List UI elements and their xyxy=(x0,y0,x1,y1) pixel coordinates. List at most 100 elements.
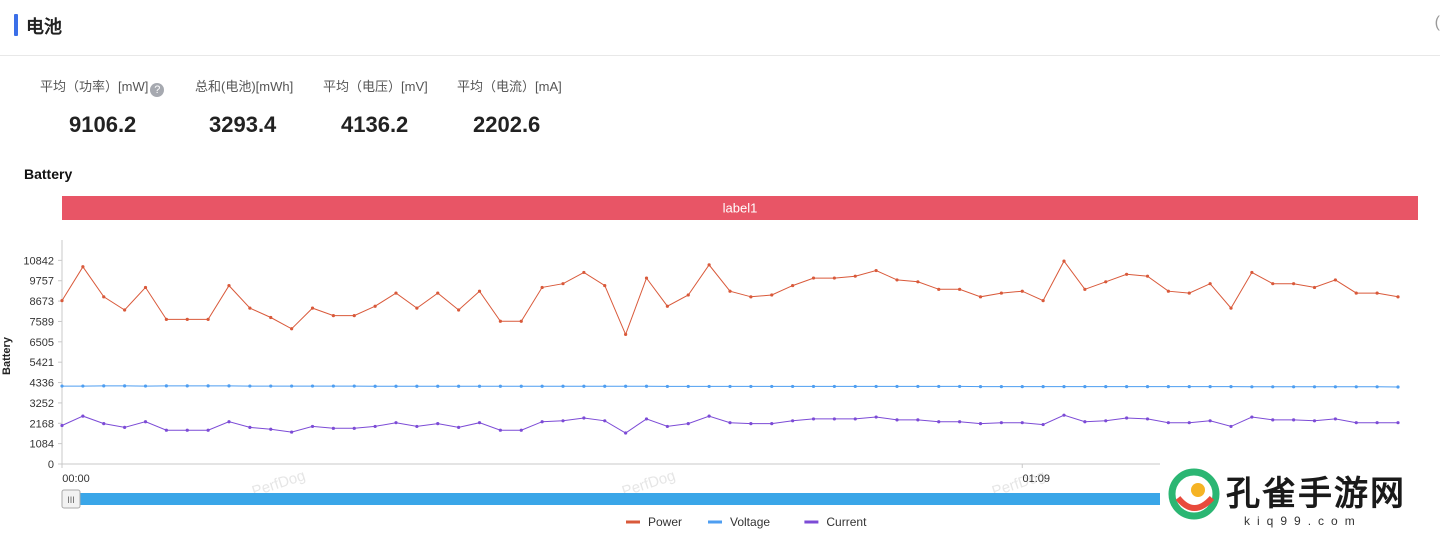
x-tick-label: 00:00 xyxy=(62,473,90,485)
data-point-current xyxy=(1375,421,1379,425)
data-point-voltage xyxy=(1208,385,1212,389)
data-point-current xyxy=(102,422,106,426)
data-point-current xyxy=(665,424,669,429)
data-point-power xyxy=(81,265,85,269)
stat-avg-current: 平均（电流）[mA] 2202.6 xyxy=(457,76,562,137)
data-point-current xyxy=(436,422,440,426)
data-point-voltage xyxy=(707,384,711,389)
data-point-voltage xyxy=(874,384,878,389)
data-point-current xyxy=(227,420,231,424)
data-point-current xyxy=(1145,417,1150,421)
data-point-voltage xyxy=(686,384,690,389)
data-point-voltage xyxy=(394,384,398,388)
legend-item-voltage[interactable]: Voltage xyxy=(730,515,770,529)
x-tick-label: 01:09 xyxy=(1022,473,1050,485)
data-point-voltage xyxy=(624,384,628,388)
data-point-current xyxy=(1354,421,1358,425)
data-point-current xyxy=(248,425,252,429)
data-point-current xyxy=(749,422,753,426)
data-point-voltage xyxy=(1354,385,1358,389)
data-point-voltage xyxy=(1104,385,1108,389)
stat-label: 平均（功率）[mW]? xyxy=(40,79,165,97)
data-point-power xyxy=(143,285,148,290)
data-point-power xyxy=(1104,280,1108,284)
data-point-voltage xyxy=(143,384,148,388)
data-point-power xyxy=(1145,274,1150,278)
data-point-voltage xyxy=(123,384,127,388)
zoom-handle-grip-icon: III xyxy=(67,495,75,505)
data-point-current xyxy=(791,419,795,423)
stat-total-battery: 总和(电池)[mWh] 3293.4 xyxy=(195,76,293,137)
data-point-current xyxy=(1208,419,1212,423)
site-logo: 孔雀手游网 kiq99.com xyxy=(1160,462,1440,536)
data-point-current xyxy=(457,425,461,429)
data-point-power xyxy=(770,293,774,297)
help-icon[interactable]: ? xyxy=(150,83,165,97)
data-point-power xyxy=(665,304,669,308)
data-point-voltage xyxy=(331,384,335,388)
data-point-power xyxy=(1187,291,1191,295)
data-point-power xyxy=(1208,282,1212,286)
data-point-voltage xyxy=(811,384,816,389)
data-point-current xyxy=(770,422,774,426)
data-point-voltage xyxy=(1083,385,1087,389)
data-point-current xyxy=(1250,415,1254,419)
data-point-voltage xyxy=(1292,385,1296,389)
data-point-current xyxy=(1020,421,1024,425)
data-point-power xyxy=(937,287,941,291)
logo-text: 孔雀手游网 xyxy=(1226,474,1406,514)
data-point-power xyxy=(832,276,836,280)
data-point-power xyxy=(1354,291,1358,295)
data-point-voltage xyxy=(206,384,210,388)
y-tick-label: 7589 xyxy=(30,316,54,328)
data-point-current xyxy=(1083,420,1087,424)
data-point-current xyxy=(811,417,816,421)
y-tick-label: 2168 xyxy=(30,418,54,430)
data-point-voltage xyxy=(582,384,586,388)
legend-item-current[interactable]: Current xyxy=(826,515,867,529)
data-point-power xyxy=(310,306,315,310)
data-point-current xyxy=(1229,424,1233,429)
data-point-power xyxy=(707,263,711,267)
collapse-icon[interactable]: ( xyxy=(1434,14,1440,31)
data-point-power xyxy=(394,291,398,295)
data-point-voltage xyxy=(185,384,189,388)
data-point-current xyxy=(1104,419,1108,423)
data-point-power xyxy=(644,276,649,280)
data-point-current xyxy=(1312,419,1317,423)
zoom-slider-handle[interactable] xyxy=(61,489,81,509)
data-point-voltage xyxy=(1041,385,1045,389)
data-point-power xyxy=(561,282,565,286)
data-point-power xyxy=(853,274,857,278)
data-point-current xyxy=(561,419,565,423)
data-point-current xyxy=(603,419,607,423)
stat-value: 9106.2 xyxy=(69,112,137,137)
data-point-current xyxy=(916,418,920,422)
data-point-voltage xyxy=(644,384,649,388)
data-point-voltage xyxy=(665,384,669,389)
data-point-current xyxy=(81,414,85,418)
data-point-current xyxy=(978,422,983,426)
data-point-power xyxy=(1312,285,1317,290)
battery-chart: PerfDogPerfDogPerfDogPerfDogPerfDogPerfD… xyxy=(1,196,1418,529)
zoom-slider-bar[interactable] xyxy=(62,493,1162,505)
data-point-power xyxy=(519,319,523,323)
data-point-voltage xyxy=(1166,385,1170,389)
data-point-current xyxy=(1187,421,1191,425)
data-point-voltage xyxy=(227,384,231,388)
data-point-power xyxy=(269,315,273,320)
data-point-current xyxy=(164,428,168,432)
data-point-power xyxy=(791,283,795,288)
data-point-current xyxy=(853,417,857,421)
stat-value: 3293.4 xyxy=(209,112,277,137)
y-tick-label: 1084 xyxy=(30,439,54,451)
data-point-power xyxy=(102,295,106,299)
legend-item-power[interactable]: Power xyxy=(648,515,682,529)
data-point-power xyxy=(1396,295,1400,299)
data-point-voltage xyxy=(540,384,544,388)
data-point-voltage xyxy=(561,384,565,388)
stat-label: 平均（电流）[mA] xyxy=(457,79,562,94)
data-point-current xyxy=(123,425,127,429)
data-point-power xyxy=(603,283,607,288)
data-point-power xyxy=(958,287,962,291)
